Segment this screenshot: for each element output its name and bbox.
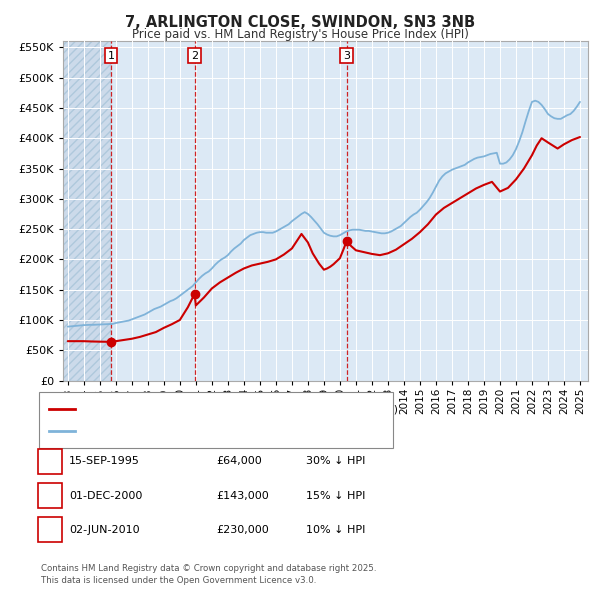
Text: 1: 1 <box>46 457 53 466</box>
Text: 7, ARLINGTON CLOSE, SWINDON, SN3 3NB: 7, ARLINGTON CLOSE, SWINDON, SN3 3NB <box>125 15 475 30</box>
Text: 10% ↓ HPI: 10% ↓ HPI <box>306 525 365 535</box>
Text: Price paid vs. HM Land Registry's House Price Index (HPI): Price paid vs. HM Land Registry's House … <box>131 28 469 41</box>
Text: £230,000: £230,000 <box>216 525 269 535</box>
Text: 02-JUN-2010: 02-JUN-2010 <box>69 525 140 535</box>
Text: Contains HM Land Registry data © Crown copyright and database right 2025.
This d: Contains HM Land Registry data © Crown c… <box>41 565 376 585</box>
Text: 3: 3 <box>343 51 350 61</box>
Text: 1: 1 <box>107 51 115 61</box>
Text: 01-DEC-2000: 01-DEC-2000 <box>69 491 142 500</box>
Text: £143,000: £143,000 <box>216 491 269 500</box>
Text: 2: 2 <box>191 51 198 61</box>
Text: 15% ↓ HPI: 15% ↓ HPI <box>306 491 365 500</box>
Text: 2: 2 <box>46 491 53 500</box>
Bar <box>63 41 111 381</box>
Text: £64,000: £64,000 <box>216 457 262 466</box>
Bar <box>63 41 111 381</box>
Text: 7, ARLINGTON CLOSE, SWINDON, SN3 3NB (detached house): 7, ARLINGTON CLOSE, SWINDON, SN3 3NB (de… <box>81 404 398 414</box>
Text: HPI: Average price, detached house, Swindon: HPI: Average price, detached house, Swin… <box>81 427 318 437</box>
Text: 15-SEP-1995: 15-SEP-1995 <box>69 457 140 466</box>
Text: 3: 3 <box>46 525 53 535</box>
Text: 30% ↓ HPI: 30% ↓ HPI <box>306 457 365 466</box>
